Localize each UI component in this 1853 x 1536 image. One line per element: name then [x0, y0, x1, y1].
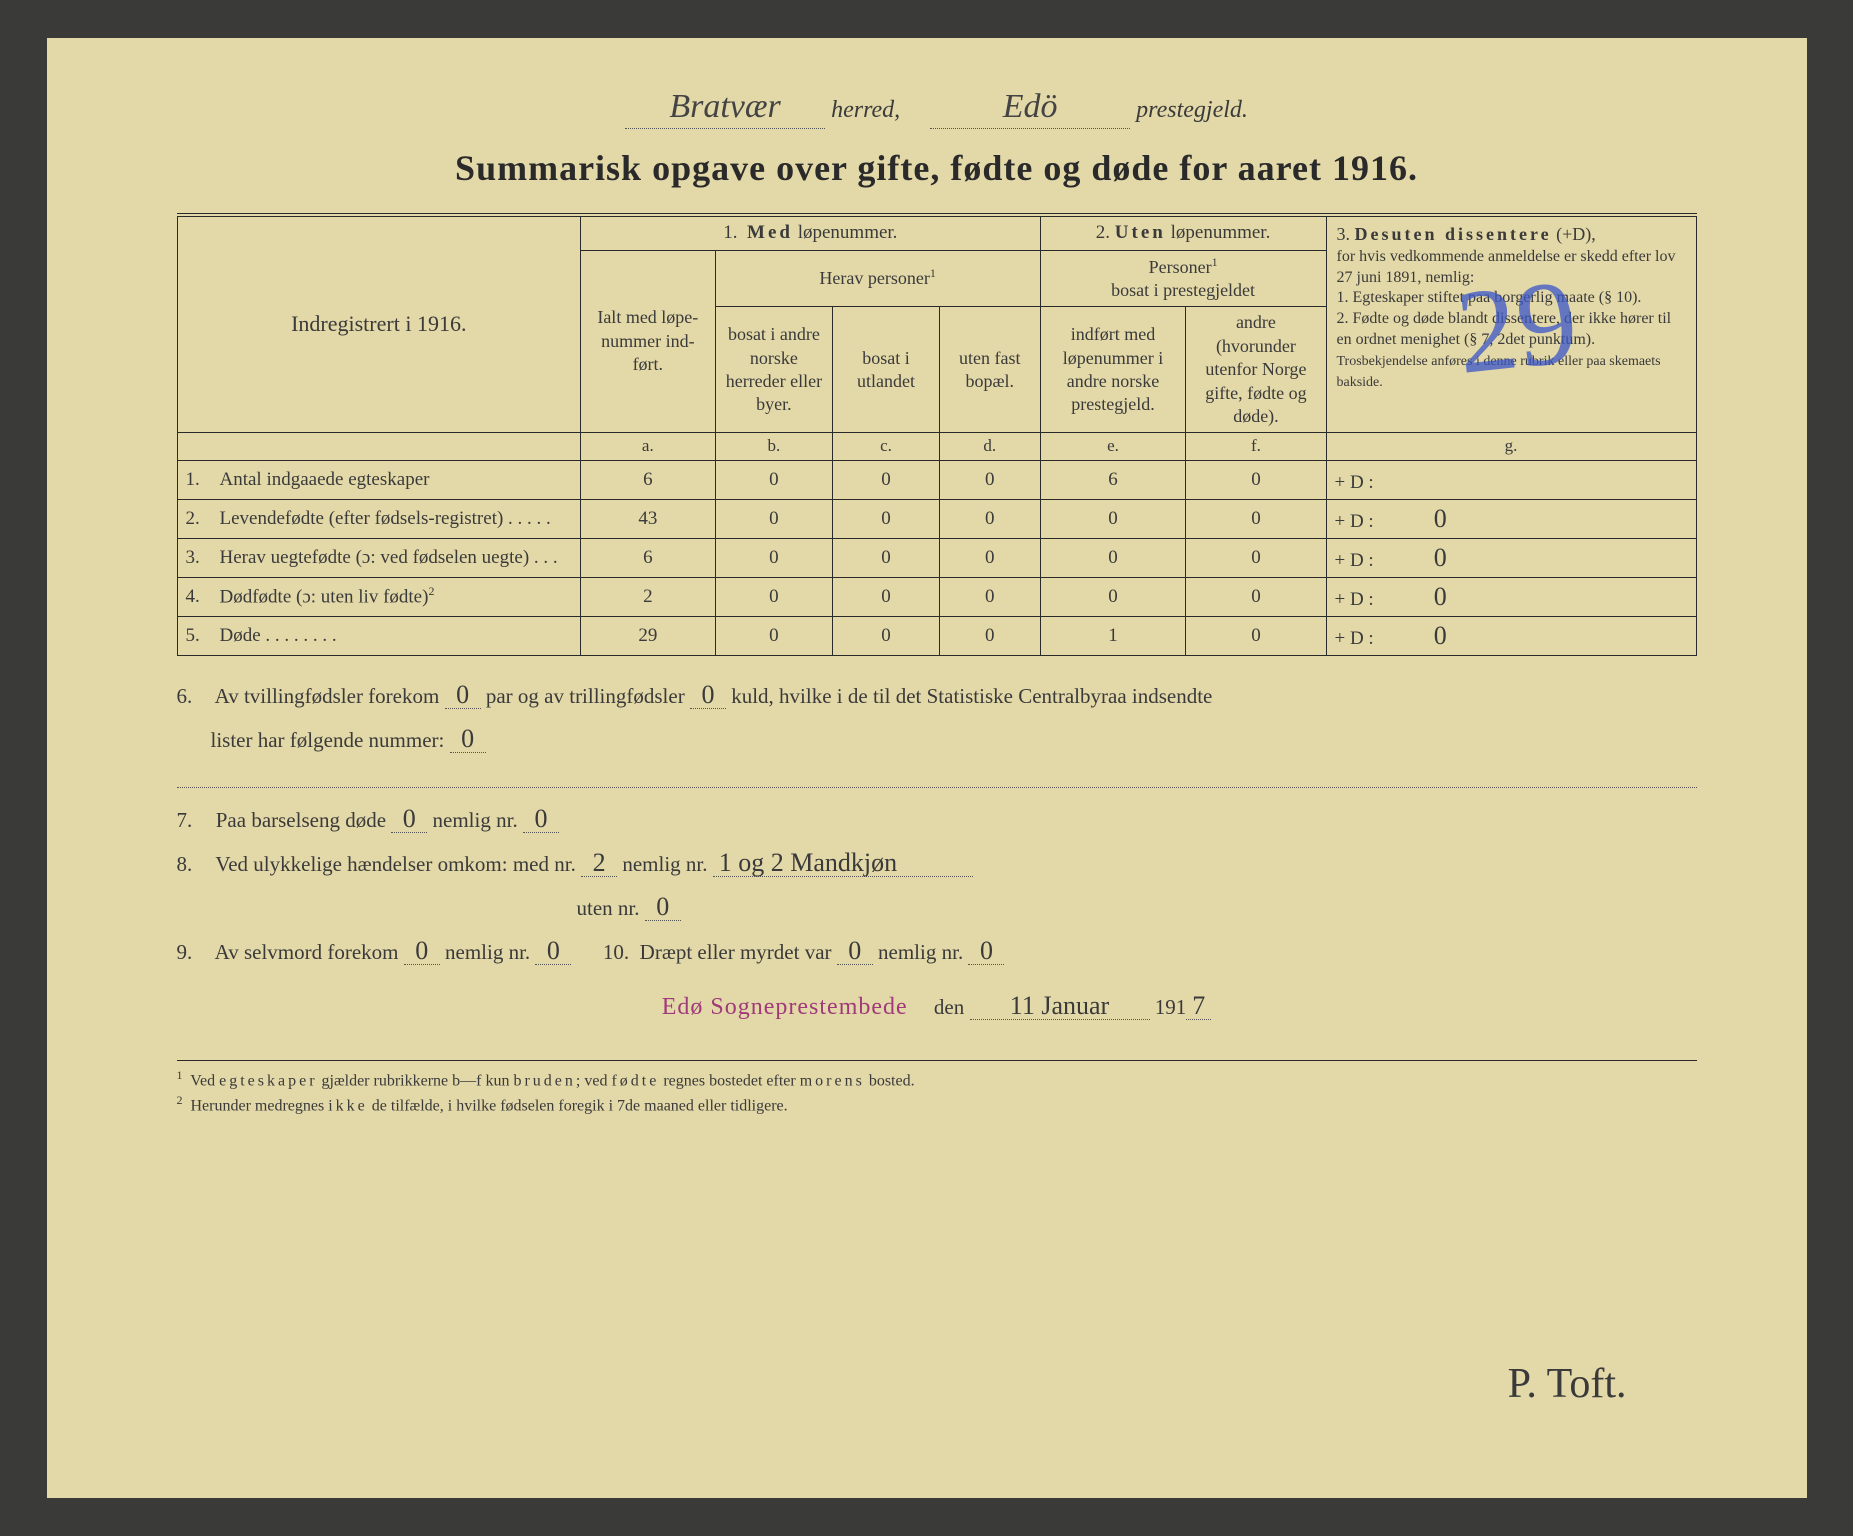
row-label: 2.Levendefødte (efter fødsels-registret)… — [177, 499, 581, 538]
cell-b: 0 — [715, 499, 833, 538]
cell-b: 0 — [715, 460, 833, 499]
cell-d: 0 — [939, 538, 1040, 577]
row-label: 4.Dødfødte (ɔ: uten liv fødte)2 — [177, 577, 581, 616]
col-a-header: Ialt med løpe-nummer ind-ført. — [581, 250, 716, 433]
cell-a: 29 — [581, 616, 716, 655]
cell-a: 43 — [581, 499, 716, 538]
footnote-1: 1 Ved egteskaper gjælder rubrikkerne b—f… — [177, 1067, 1697, 1092]
cell-e: 1 — [1040, 616, 1186, 655]
cell-g: + D :0 — [1326, 577, 1696, 616]
row-label: 5.Døde . . . . . . . . — [177, 616, 581, 655]
table-row: 3.Herav uegtefødte (ɔ: ved fødselen uegt… — [177, 538, 1696, 577]
q6-line1: 6. Av tvillingfødsler forekom 0 par og a… — [177, 674, 1697, 718]
footnote-2: 2 Herunder medregnes ikke de tilfælde, i… — [177, 1092, 1697, 1117]
cell-g: + D :0 — [1326, 499, 1696, 538]
cell-b: 0 — [715, 577, 833, 616]
table-row: 4.Dødfødte (ɔ: uten liv fødte)2 2 0 0 0 … — [177, 577, 1696, 616]
cell-e: 6 — [1040, 460, 1186, 499]
cell-a: 2 — [581, 577, 716, 616]
herred-value: Bratvær — [625, 88, 825, 129]
col-b-header: bosat i andre norske herreder eller byer… — [715, 307, 833, 433]
dotted-line — [177, 766, 1697, 788]
col-f-header: andre (hvorunder utenfor Norge gifte, fø… — [1186, 307, 1326, 433]
herav-header: Herav personer1 — [715, 250, 1040, 307]
letter-blank — [177, 433, 581, 460]
office-stamp: Edø Sogneprestembede — [662, 994, 908, 1020]
row-label: 1.Antal indgaaede egteskaper — [177, 460, 581, 499]
letter-c: c. — [833, 433, 939, 460]
col-d-header: uten fast bopæl. — [939, 307, 1040, 433]
cell-f: 0 — [1186, 538, 1326, 577]
col-c-header: bosat i utlandet — [833, 307, 939, 433]
table-row: 5.Døde . . . . . . . . 29 0 0 0 1 0 + D … — [177, 616, 1696, 655]
prestegjeld-value: Edö — [930, 88, 1130, 129]
header-line: Bratvær herred, Edö prestegjeld. — [177, 88, 1697, 129]
cell-a: 6 — [581, 460, 716, 499]
cell-d: 0 — [939, 577, 1040, 616]
below-section: 6. Av tvillingfødsler forekom 0 par og a… — [177, 674, 1697, 1033]
cell-a: 6 — [581, 538, 716, 577]
cell-e: 0 — [1040, 577, 1186, 616]
cell-c: 0 — [833, 616, 939, 655]
col-left-header: Indregistrert i 1916. — [177, 215, 581, 433]
cell-d: 0 — [939, 499, 1040, 538]
document-title: Summarisk opgave over gifte, fødte og dø… — [177, 147, 1697, 189]
letter-b: b. — [715, 433, 833, 460]
section2-sub: Personer1 bosat i prestegjeldet — [1040, 250, 1326, 307]
letter-e: e. — [1040, 433, 1186, 460]
table-row: 2.Levendefødte (efter fødsels-registret)… — [177, 499, 1696, 538]
cell-b: 0 — [715, 538, 833, 577]
cell-g: + D :0 — [1326, 538, 1696, 577]
q6-line2: lister har følgende nummer: 0 — [177, 718, 1697, 762]
row-label: 3.Herav uegtefødte (ɔ: ved fødselen uegt… — [177, 538, 581, 577]
cell-f: 0 — [1186, 499, 1326, 538]
main-table: Indregistrert i 1916. 1. Med løpenummer.… — [177, 213, 1697, 656]
cell-f: 0 — [1186, 577, 1326, 616]
cell-e: 0 — [1040, 499, 1186, 538]
letter-f: f. — [1186, 433, 1326, 460]
footnotes: 1 Ved egteskaper gjælder rubrikkerne b—f… — [177, 1060, 1697, 1117]
cell-f: 0 — [1186, 460, 1326, 499]
prestegjeld-label: prestegjeld. — [1136, 97, 1248, 123]
cell-c: 0 — [833, 538, 939, 577]
q7-line: 7. Paa barselseng døde 0 nemlig nr. 0 — [177, 798, 1697, 842]
q8-line2: uten nr. 0 — [177, 886, 1697, 930]
cell-e: 0 — [1040, 538, 1186, 577]
cell-c: 0 — [833, 577, 939, 616]
section1-title: 1. Med løpenummer. — [581, 215, 1041, 250]
cell-c: 0 — [833, 460, 939, 499]
section3-block: 3. Desuten dissentere (+D), for hvis ved… — [1326, 215, 1696, 433]
letter-d: d. — [939, 433, 1040, 460]
cell-d: 0 — [939, 460, 1040, 499]
table-row: 1.Antal indgaaede egteskaper 6 0 0 0 6 0… — [177, 460, 1696, 499]
q9-line: 9. Av selvmord forekom 0 nemlig nr. 0 10… — [177, 930, 1697, 974]
cell-g: + D : — [1326, 460, 1696, 499]
cell-d: 0 — [939, 616, 1040, 655]
signature: P. Toft. — [1508, 1360, 1627, 1408]
section2-title: 2. Uten løpenummer. — [1040, 215, 1326, 250]
col-e-header: indført med løpenummer i andre norske pr… — [1040, 307, 1186, 433]
cell-f: 0 — [1186, 616, 1326, 655]
letter-g: g. — [1326, 433, 1696, 460]
cell-b: 0 — [715, 616, 833, 655]
cell-g: + D :0 — [1326, 616, 1696, 655]
cell-c: 0 — [833, 499, 939, 538]
q8-line1: 8. Ved ulykkelige hændelser omkom: med n… — [177, 842, 1697, 886]
date-line: Edø Sogneprestembede den 11 Januar 1917 — [177, 982, 1697, 1032]
document-paper: 29 Bratvær herred, Edö prestegjeld. Summ… — [47, 38, 1807, 1498]
herred-label: herred, — [831, 97, 900, 123]
letter-a: a. — [581, 433, 716, 460]
